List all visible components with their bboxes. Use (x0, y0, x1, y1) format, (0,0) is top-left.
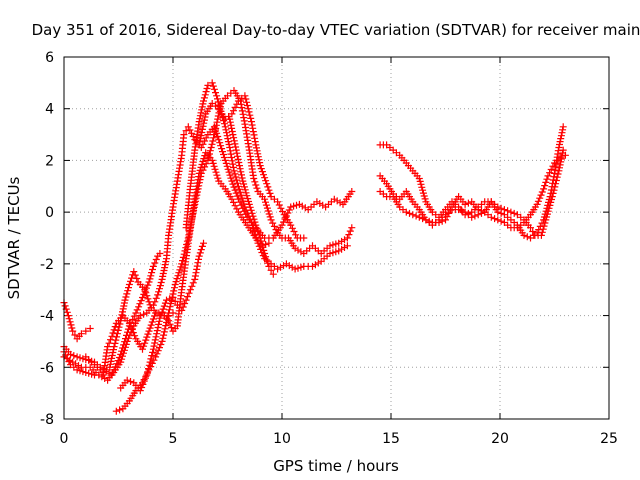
plus-markers (376, 146, 567, 239)
series-track-5 (60, 250, 164, 384)
plus-markers (195, 92, 308, 242)
series-track-9 (195, 92, 308, 242)
plus-markers (82, 268, 177, 376)
plot-frame (63, 56, 610, 420)
y-tick-label: -2 (40, 257, 54, 273)
series-track-13 (376, 146, 567, 239)
y-tick-label: 2 (45, 153, 54, 169)
plus-markers (226, 115, 277, 278)
x-tick-label: 5 (169, 431, 178, 447)
plus-markers (182, 79, 351, 273)
y-tick-label: 0 (45, 205, 54, 221)
series-track-7 (117, 239, 207, 395)
x-tick-label: 0 (60, 431, 69, 447)
x-tick-label: 10 (273, 431, 291, 447)
x-axis-title: GPS time / hours (273, 457, 399, 475)
series-track-11 (376, 123, 567, 242)
plus-markers (376, 123, 567, 242)
y-tick-label: -8 (40, 412, 54, 428)
y-tick-label: 6 (45, 50, 54, 66)
chart-title: Day 351 of 2016, Sidereal Day-to-day VTE… (32, 21, 640, 39)
x-tick-label: 20 (491, 431, 509, 447)
y-axis-title: SDTVAR / TECUs (5, 176, 23, 299)
plus-markers (117, 239, 207, 395)
series-track-8 (182, 79, 351, 273)
series-track-1 (60, 299, 94, 343)
series-track-10 (226, 115, 277, 278)
tick-labels: 0 5 10 15 20 25 -8 -6 -4 -2 0 2 4 6 (40, 50, 618, 447)
data-points (60, 79, 569, 415)
series-track-6 (82, 268, 177, 376)
plus-markers (60, 299, 94, 343)
series-track-12 (376, 151, 569, 232)
x-tick-label: 15 (382, 431, 400, 447)
y-tick-label: -4 (40, 309, 54, 325)
plus-markers (376, 151, 569, 232)
y-tick-label: 4 (45, 102, 54, 118)
x-tick-label: 25 (600, 431, 618, 447)
y-tick-label: -6 (40, 360, 54, 376)
plus-markers (60, 250, 164, 384)
